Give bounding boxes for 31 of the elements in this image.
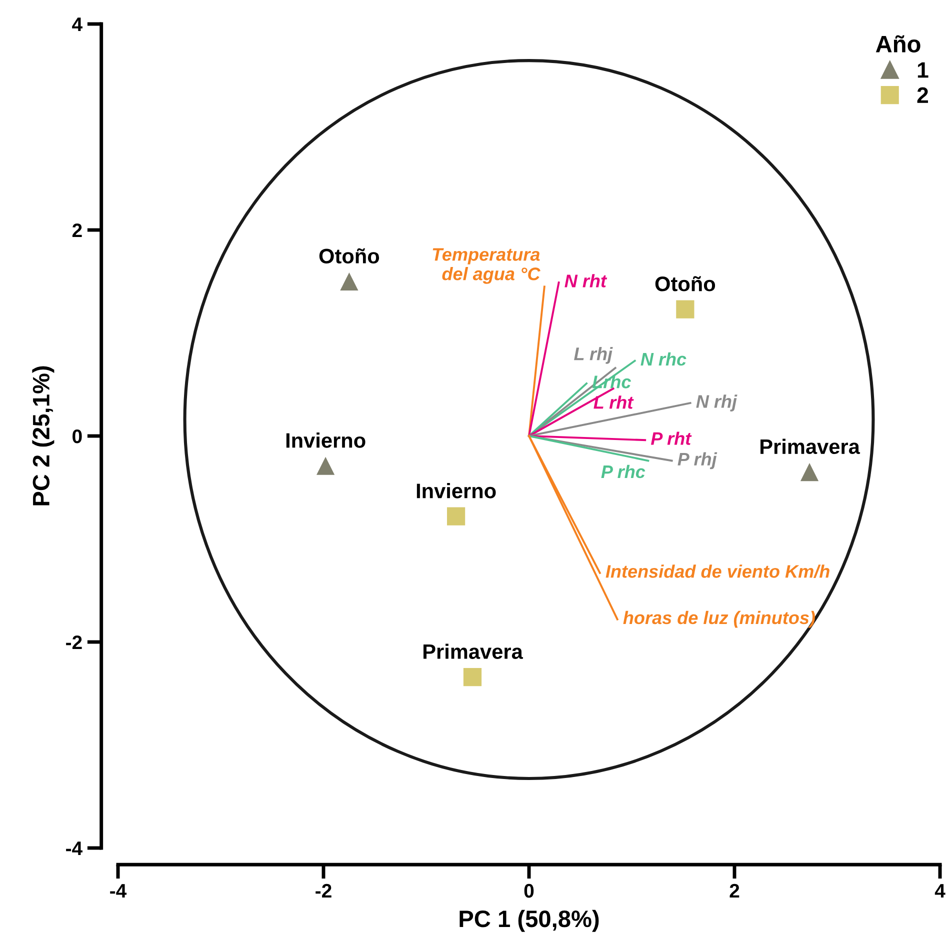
y-tick-label: -2 [66, 635, 82, 650]
annotation: Invierno [286, 432, 366, 448]
y-tick-label: 0 [72, 429, 82, 444]
series-label: L rhj [574, 347, 613, 364]
legend-title: Año [876, 35, 920, 52]
y-axis-title: PC 2 (25,1%) [32, 366, 54, 506]
series-label: P rhc [601, 464, 646, 478]
annotation: Primavera [423, 644, 524, 660]
legend-label: 2 [917, 87, 928, 103]
x-tick-label: 4 [934, 884, 946, 898]
series-label: horas de luz (minutos) [623, 610, 815, 628]
x-tick-label: -4 [110, 884, 127, 898]
annotation: Otoño [655, 276, 716, 292]
x-tick-label: 0 [524, 884, 534, 898]
y-tick-label: 2 [72, 223, 82, 238]
annotation: Invierno [416, 483, 496, 498]
series-label: N rhc [640, 352, 686, 366]
series-label: P rht [650, 432, 692, 445]
series-label: N rht [564, 274, 608, 288]
annotation: Otoño [319, 248, 380, 264]
x-tick-label: 2 [730, 884, 740, 898]
x-tick-label: -2 [316, 884, 332, 898]
annotation: Primavera [760, 438, 860, 454]
legend-label: 1 [918, 62, 928, 78]
y-tick-label: -4 [66, 842, 82, 856]
x-axis-title: PC 1 (50,8%) [460, 910, 599, 932]
series-label: Temperatura del agua °C [432, 248, 540, 284]
series-label: N rhj [696, 394, 738, 412]
series-label: P rhj [678, 452, 718, 470]
y-tick-label: 4 [72, 18, 82, 32]
series-label: Intensidad de viento Km/h [606, 564, 830, 578]
